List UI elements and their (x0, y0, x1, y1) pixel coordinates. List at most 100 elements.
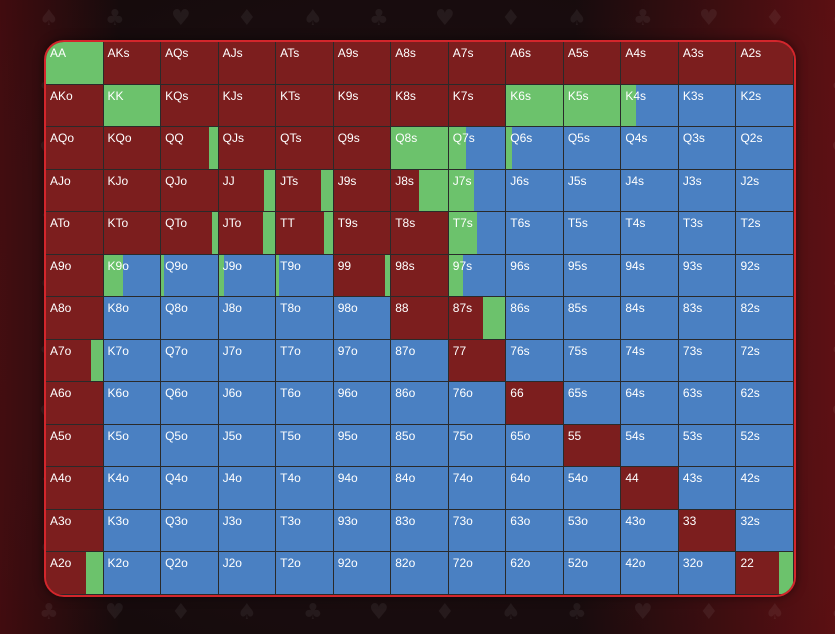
hand-cell[interactable]: Q4s (621, 127, 679, 170)
hand-cell[interactable]: J5s (563, 169, 622, 213)
hand-cell[interactable]: J4s (621, 169, 679, 213)
hand-cell[interactable]: T9s (333, 212, 392, 255)
hand-cell[interactable]: Q2o (161, 552, 219, 595)
hand-cell[interactable]: A9o (46, 254, 104, 298)
hand-cell[interactable]: A2s (736, 42, 794, 85)
hand-cell[interactable]: T8s (391, 212, 449, 255)
hand-cell[interactable]: K9o (103, 254, 162, 298)
hand-cell[interactable]: 96o (333, 382, 392, 425)
hand-cell[interactable]: 94s (621, 254, 679, 298)
hand-cell[interactable]: Q2s (736, 127, 794, 170)
hand-cell[interactable]: 42o (621, 552, 679, 595)
hand-cell[interactable]: A3s (678, 42, 737, 85)
hand-cell[interactable]: 82s (736, 297, 794, 340)
hand-cell[interactable]: K4s (621, 84, 679, 128)
hand-cell[interactable]: 86o (391, 382, 449, 425)
hand-cell[interactable]: AJo (46, 169, 104, 213)
hand-cell[interactable]: 92s (736, 254, 794, 298)
hand-cell[interactable]: AKo (46, 84, 104, 128)
hand-cell[interactable]: J3s (678, 169, 737, 213)
hand-cell[interactable]: J4o (218, 467, 277, 510)
hand-cell[interactable]: 63o (506, 509, 564, 553)
hand-cell[interactable]: A6o (46, 382, 104, 425)
hand-cell[interactable]: Q9s (333, 127, 392, 170)
hand-cell[interactable]: 66 (506, 382, 564, 425)
hand-cell[interactable]: 96s (506, 254, 564, 298)
hand-cell[interactable]: KK (103, 84, 162, 128)
hand-cell[interactable]: K5o (103, 424, 162, 468)
hand-cell[interactable]: AJs (218, 42, 277, 85)
hand-cell[interactable]: J6o (218, 382, 277, 425)
hand-cell[interactable]: 62s (736, 382, 794, 425)
hand-cell[interactable]: A3o (46, 509, 104, 553)
hand-cell[interactable]: J8o (218, 297, 277, 340)
hand-cell[interactable]: A7o (46, 339, 104, 383)
hand-cell[interactable]: 53o (563, 509, 622, 553)
hand-cell[interactable]: T3s (678, 212, 737, 255)
hand-cell[interactable]: K4o (103, 467, 162, 510)
hand-cell[interactable]: 72o (448, 552, 507, 595)
hand-cell[interactable]: 87o (391, 339, 449, 383)
hand-cell[interactable]: 98s (391, 254, 449, 298)
hand-cell[interactable]: A2o (46, 552, 104, 595)
hand-cell[interactable]: 86s (506, 297, 564, 340)
hand-cell[interactable]: 85s (563, 297, 622, 340)
hand-cell[interactable]: 73o (448, 509, 507, 553)
hand-cell[interactable]: K5s (563, 84, 622, 128)
hand-cell[interactable]: J2o (218, 552, 277, 595)
hand-cell[interactable]: J9s (333, 169, 392, 213)
hand-cell[interactable]: 98o (333, 297, 392, 340)
hand-cell[interactable]: 54s (621, 424, 679, 468)
hand-cell[interactable]: T5o (276, 424, 334, 468)
hand-cell[interactable]: 32o (678, 552, 737, 595)
hand-cell[interactable]: ATs (276, 42, 334, 85)
hand-cell[interactable]: 74o (448, 467, 507, 510)
hand-cell[interactable]: QJs (218, 127, 277, 170)
hand-cell[interactable]: 54o (563, 467, 622, 510)
hand-cell[interactable]: J6s (506, 169, 564, 213)
hand-cell[interactable]: QJo (161, 169, 219, 213)
hand-cell[interactable]: K3o (103, 509, 162, 553)
hand-cell[interactable]: 52o (563, 552, 622, 595)
hand-cell[interactable]: 64o (506, 467, 564, 510)
hand-cell[interactable]: 75o (448, 424, 507, 468)
hand-cell[interactable]: J7s (448, 169, 507, 213)
hand-cell[interactable]: A6s (506, 42, 564, 85)
hand-cell[interactable]: KJs (218, 84, 277, 128)
hand-cell[interactable]: Q3o (161, 509, 219, 553)
hand-cell[interactable]: JTo (218, 212, 277, 255)
hand-cell[interactable]: A5o (46, 424, 104, 468)
hand-cell[interactable]: 97s (448, 254, 507, 298)
hand-cell[interactable]: T7s (448, 212, 507, 255)
hand-cell[interactable]: 65o (506, 424, 564, 468)
hand-cell[interactable]: 42s (736, 467, 794, 510)
hand-cell[interactable]: JTs (276, 169, 334, 213)
hand-cell[interactable]: T7o (276, 339, 334, 383)
hand-cell[interactable]: A4s (621, 42, 679, 85)
hand-cell[interactable]: 84s (621, 297, 679, 340)
hand-cell[interactable]: Q6s (506, 127, 564, 170)
hand-cell[interactable]: AQo (46, 127, 104, 170)
hand-cell[interactable]: 92o (333, 552, 392, 595)
hand-cell[interactable]: 32s (736, 509, 794, 553)
hand-cell[interactable]: TT (276, 212, 334, 255)
hand-cell[interactable]: K8o (103, 297, 162, 340)
hand-cell[interactable]: J3o (218, 509, 277, 553)
hand-cell[interactable]: 44 (621, 467, 679, 510)
hand-cell[interactable]: Q5o (161, 424, 219, 468)
hand-cell[interactable]: 43o (621, 509, 679, 553)
hand-cell[interactable]: 64s (621, 382, 679, 425)
hand-cell[interactable]: K2s (736, 84, 794, 128)
hand-cell[interactable]: A8o (46, 297, 104, 340)
hand-cell[interactable]: 22 (736, 552, 794, 595)
hand-cell[interactable]: 83s (678, 297, 737, 340)
hand-cell[interactable]: A4o (46, 467, 104, 510)
hand-cell[interactable]: Q5s (563, 127, 622, 170)
hand-cell[interactable]: KJo (103, 169, 162, 213)
hand-cell[interactable]: 43s (678, 467, 737, 510)
hand-cell[interactable]: T2o (276, 552, 334, 595)
hand-cell[interactable]: A9s (333, 42, 392, 85)
hand-cell[interactable]: K7s (448, 84, 507, 128)
hand-cell[interactable]: T5s (563, 212, 622, 255)
hand-cell[interactable]: 76s (506, 339, 564, 383)
